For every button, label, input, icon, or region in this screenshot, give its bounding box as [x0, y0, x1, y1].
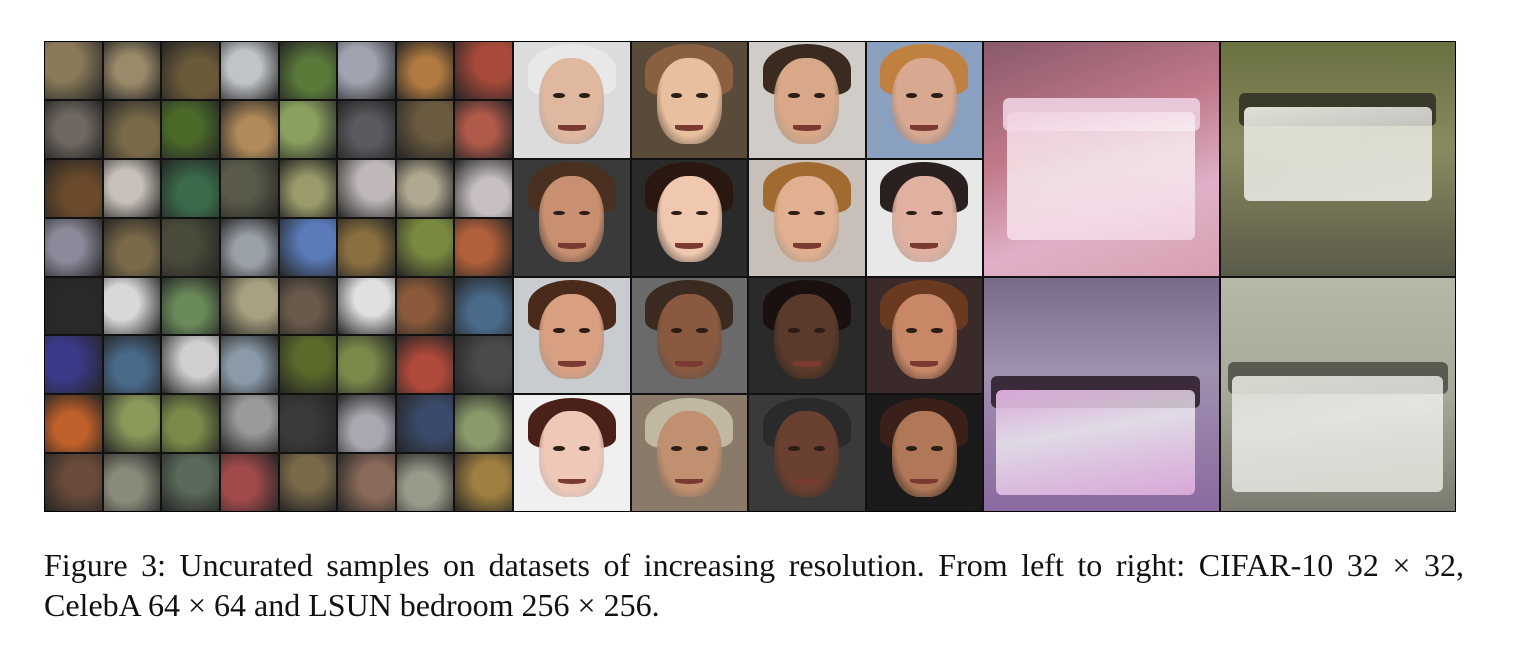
cifar-sample-image [396, 277, 454, 335]
cifar-sample-image [162, 336, 219, 394]
cifar-sample-image [396, 395, 454, 453]
cifar-sample-image [162, 159, 219, 217]
cifar-sample-image [396, 42, 454, 99]
celeba-face-sample [866, 395, 982, 511]
cifar-sample-image [338, 336, 395, 394]
cifar-sample-image [162, 454, 219, 511]
cifar-sample-image [45, 159, 102, 217]
cifar-sample-image [220, 395, 278, 453]
cifar-sample-image [45, 100, 102, 158]
cifar-sample-image [103, 395, 161, 453]
cifar-sample-image [220, 277, 278, 335]
celeba-face-sample [866, 277, 982, 394]
celeba-face-sample [749, 277, 865, 394]
lsun-bedroom-sample [1220, 277, 1455, 511]
cifar-sample-image [45, 218, 102, 276]
cifar-sample-image [455, 395, 512, 453]
cifar-sample-image [45, 395, 102, 453]
cifar-sample-image [338, 100, 395, 158]
celeba-face-sample [514, 277, 630, 394]
cifar-sample-image [396, 159, 454, 217]
celeba-face-sample [514, 42, 630, 158]
cifar-sample-image [338, 395, 395, 453]
lsun-bedroom-sample [1220, 42, 1455, 276]
celeba-face-sample [866, 42, 982, 158]
cifar-sample-image [220, 100, 278, 158]
celeba-face-sample [631, 277, 747, 394]
cifar-sample-image [455, 100, 512, 158]
cifar-sample-image [103, 159, 161, 217]
celeba-face-sample [749, 159, 865, 276]
cifar-sample-image [45, 454, 102, 511]
cifar-sample-image [279, 395, 337, 453]
cifar-sample-image [455, 336, 512, 394]
cifar-sample-image [396, 100, 454, 158]
cifar-sample-image [162, 395, 219, 453]
celeba-face-sample [631, 159, 747, 276]
celeba-face-sample [514, 159, 630, 276]
cifar-sample-image [103, 100, 161, 158]
cifar-sample-image [279, 336, 337, 394]
cifar-sample-image [103, 218, 161, 276]
cifar-sample-image [220, 454, 278, 511]
cifar-sample-image [45, 42, 102, 99]
celeba-sample-grid [514, 42, 982, 511]
cifar-sample-image [338, 218, 395, 276]
celeba-face-sample [749, 42, 865, 158]
celeba-face-sample [631, 42, 747, 158]
cifar-sample-image [103, 42, 161, 99]
cifar-sample-image [338, 277, 395, 335]
cifar-sample-image [45, 336, 102, 394]
cifar-sample-image [338, 42, 395, 99]
celeba-face-sample [631, 395, 747, 511]
celeba-face-sample [749, 395, 865, 511]
cifar-sample-image [220, 336, 278, 394]
cifar-sample-image [279, 100, 337, 158]
cifar-sample-image [338, 454, 395, 511]
cifar-sample-image [396, 336, 454, 394]
cifar-sample-image [45, 277, 102, 335]
cifar-sample-image [162, 277, 219, 335]
cifar-sample-image [279, 277, 337, 335]
cifar-sample-image [220, 159, 278, 217]
cifar-sample-image [279, 159, 337, 217]
cifar-sample-image [338, 159, 395, 217]
cifar-sample-image [103, 277, 161, 335]
cifar-sample-image [220, 218, 278, 276]
cifar-sample-image [396, 218, 454, 276]
cifar-sample-image [455, 454, 512, 511]
cifar10-sample-grid [45, 42, 512, 511]
cifar-sample-image [455, 277, 512, 335]
cifar-sample-image [162, 218, 219, 276]
cifar10-samples-panel [45, 42, 512, 511]
cifar-sample-image [162, 42, 219, 99]
figure-caption: Figure 3: Uncurated samples on datasets … [44, 547, 1464, 623]
cifar-sample-image [455, 42, 512, 99]
cifar-sample-image [279, 454, 337, 511]
celeba-face-sample [514, 395, 630, 511]
lsun-bedroom-sample [984, 42, 1219, 276]
cifar-sample-image [279, 42, 337, 99]
cifar-sample-image [162, 100, 219, 158]
cifar-sample-image [396, 454, 454, 511]
lsun-bedroom-sample [984, 277, 1219, 511]
lsun-bedroom-sample-grid [984, 42, 1455, 511]
cifar-sample-image [103, 336, 161, 394]
celeba-face-sample [866, 159, 982, 276]
cifar-sample-image [455, 218, 512, 276]
cifar-sample-image [279, 218, 337, 276]
cifar-sample-image [455, 159, 512, 217]
lsun-bedroom-samples-panel [984, 42, 1455, 511]
cifar-sample-image [220, 42, 278, 99]
cifar-sample-image [103, 454, 161, 511]
celeba-samples-panel [514, 42, 982, 511]
sample-figure [44, 41, 1456, 512]
